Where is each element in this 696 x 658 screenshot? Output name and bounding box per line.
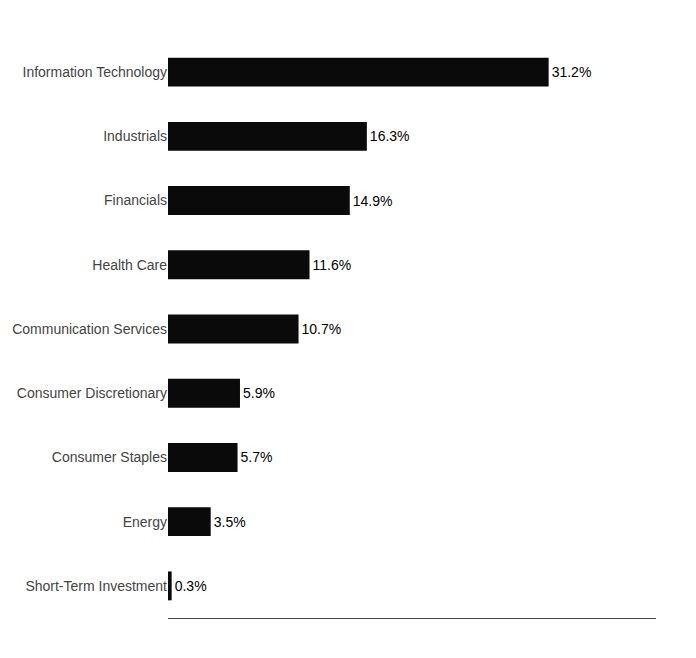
svg-text:31.2%: 31.2% [552,64,592,80]
svg-text:Communication Services: Communication Services [12,321,167,337]
svg-text:Information Technology: Information Technology [23,64,168,80]
svg-text:5.7%: 5.7% [241,449,273,465]
svg-text:Financials: Financials [104,192,167,208]
svg-text:10.7%: 10.7% [302,321,342,337]
svg-text:Energy: Energy [123,514,167,530]
svg-text:14.9%: 14.9% [353,193,393,209]
svg-text:16.3%: 16.3% [370,128,410,144]
svg-text:11.6%: 11.6% [313,257,352,273]
svg-text:Short-Term Investment: Short-Term Investment [25,578,167,594]
svg-text:5.9%: 5.9% [243,385,275,401]
svg-text:3.5%: 3.5% [214,514,246,530]
svg-text:Consumer Staples: Consumer Staples [52,449,167,465]
svg-text:Industrials: Industrials [103,128,167,144]
svg-text:Consumer Discretionary: Consumer Discretionary [17,385,167,401]
svg-text:0.3%: 0.3% [175,578,207,594]
svg-text:Health Care: Health Care [92,257,167,273]
